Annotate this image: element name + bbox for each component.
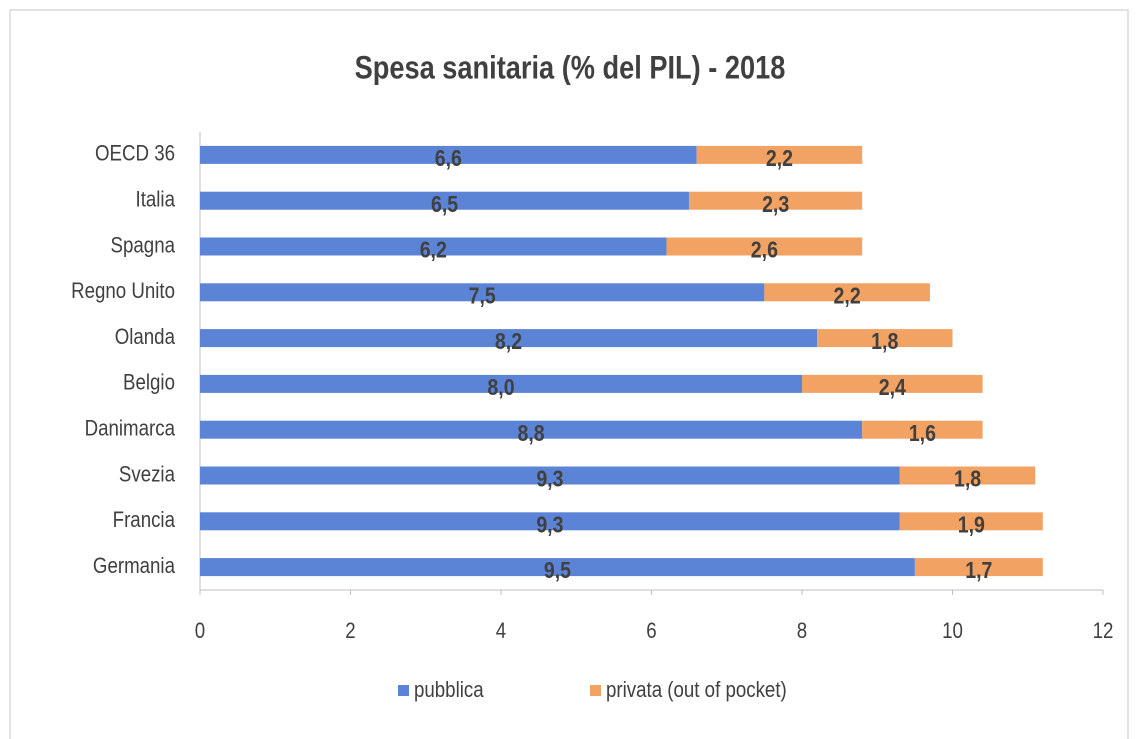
bar-segment (666, 237, 863, 256)
bar-segment (689, 191, 863, 210)
legend-label: privata (out of pocket) (606, 678, 787, 702)
data-label: 1,8 (954, 466, 981, 492)
legend-label: pubblica (414, 678, 484, 702)
data-label: 8,8 (518, 420, 545, 446)
data-label: 6,2 (420, 237, 447, 263)
data-label: 7,5 (469, 283, 496, 309)
bar-segment (200, 329, 818, 348)
bar-segment (764, 283, 930, 302)
y-tick-label: Germania (93, 555, 176, 579)
legend-swatch (590, 685, 601, 696)
data-label: 8,2 (495, 329, 522, 355)
chart-title: Spesa sanitaria (% del PIL) - 2018 (355, 50, 786, 86)
bar-segment (899, 512, 1043, 531)
data-label: 2,6 (751, 237, 778, 263)
bar-segment (899, 466, 1036, 485)
data-label: 1,8 (871, 329, 898, 355)
data-label: 1,6 (909, 420, 936, 446)
data-label: 9,5 (544, 558, 571, 584)
bar-segment (817, 329, 953, 348)
bar-segment (802, 374, 983, 393)
bar-segment (200, 558, 915, 577)
x-tick-label: 2 (345, 619, 355, 643)
y-tick-label: OECD 36 (95, 142, 175, 166)
bar-segment (200, 145, 697, 164)
data-label: 9,3 (536, 512, 563, 538)
bar-segment (200, 283, 765, 302)
y-tick-label: Italia (136, 188, 176, 212)
data-label: 9,3 (536, 466, 563, 492)
y-tick-label: Belgio (123, 371, 175, 395)
data-label: 2,3 (762, 191, 789, 217)
data-label: 2,4 (879, 375, 906, 401)
y-tick-label: Svezia (119, 463, 176, 487)
bar-segment (200, 420, 863, 439)
data-label: 8,0 (487, 375, 514, 401)
x-tick-label: 6 (646, 619, 656, 643)
bar-segment (200, 191, 690, 210)
x-tick-label: 8 (797, 619, 807, 643)
data-label: 1,9 (958, 512, 985, 538)
chart-frame (9, 9, 1129, 739)
y-tick-label: Regno Unito (71, 280, 175, 304)
x-tick-label: 0 (195, 619, 205, 643)
x-tick-label: 4 (496, 619, 506, 643)
bar-segment (200, 374, 802, 393)
y-tick-label: Spagna (111, 234, 176, 258)
data-label: 6,5 (431, 191, 458, 217)
bar-segment (914, 558, 1043, 577)
y-tick-label: Olanda (115, 326, 176, 350)
legend-swatch (398, 685, 409, 696)
y-tick-label: Francia (113, 509, 176, 533)
x-tick-label: 10 (942, 619, 963, 643)
data-label: 1,7 (965, 558, 992, 584)
bar-segment (696, 145, 863, 164)
bar-segment (862, 420, 983, 439)
data-label: 2,2 (834, 283, 861, 309)
y-tick-label: Danimarca (85, 417, 176, 441)
bar-segment (200, 237, 667, 256)
bar-segment (200, 512, 900, 531)
bar-segment (200, 466, 900, 485)
data-label: 2,2 (766, 146, 793, 172)
x-tick-label: 12 (1093, 619, 1114, 643)
data-label: 6,6 (435, 146, 462, 172)
